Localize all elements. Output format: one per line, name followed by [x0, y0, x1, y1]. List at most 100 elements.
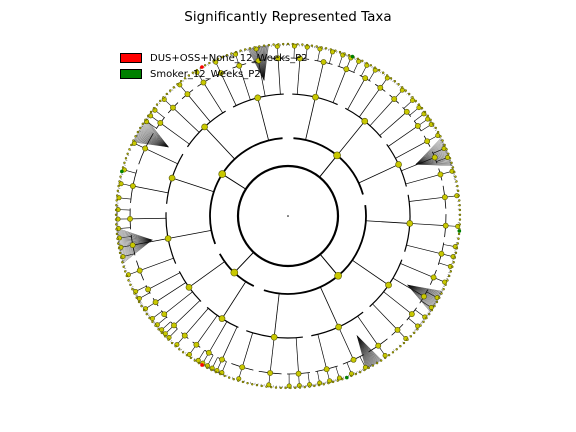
taxon-node — [148, 316, 151, 320]
taxon-node — [265, 385, 268, 388]
taxon-node — [334, 49, 337, 52]
taxon-node — [419, 324, 422, 327]
leaf-branch — [121, 239, 153, 258]
taxon-node — [116, 189, 120, 193]
taxon-node — [433, 304, 436, 308]
taxon-node — [447, 152, 450, 156]
taxon-node — [428, 312, 431, 316]
leaf-branch — [148, 315, 151, 318]
taxon-node — [116, 237, 119, 240]
taxon-node — [448, 157, 452, 160]
taxon-node — [239, 49, 242, 52]
leaf-branch — [116, 231, 153, 241]
taxon-node — [336, 375, 342, 381]
taxon-node — [160, 331, 163, 335]
leaf-branch — [227, 54, 230, 57]
leaf-branch — [415, 328, 417, 331]
taxon-node — [203, 64, 207, 67]
taxon-node — [455, 180, 458, 183]
leaf-branch — [140, 303, 143, 305]
taxon-node — [270, 333, 278, 341]
taxon-node — [279, 386, 282, 390]
taxon-node — [456, 184, 459, 188]
taxon-node — [317, 383, 321, 387]
taxon-node — [415, 323, 421, 329]
leaf-branch — [348, 374, 350, 377]
taxon-node — [267, 370, 274, 376]
taxon-node — [114, 208, 118, 212]
taxon-node — [129, 242, 136, 249]
leaf-branch — [415, 159, 451, 165]
taxon-node — [416, 105, 422, 111]
taxon-node — [154, 324, 157, 327]
leaf-branch — [345, 53, 347, 56]
taxon-node — [451, 166, 455, 169]
taxon-node — [395, 348, 398, 351]
taxon-node — [171, 322, 177, 329]
leaf-branch — [207, 63, 209, 66]
clade-branch — [147, 272, 181, 290]
clade-branch — [383, 291, 413, 315]
taxon-node — [201, 123, 208, 131]
taxon-node — [221, 55, 224, 59]
taxon-node — [115, 232, 119, 236]
taxon-node — [270, 385, 273, 389]
taxon-node — [373, 66, 377, 69]
clade-branch — [358, 87, 381, 118]
leaf-branch — [122, 239, 153, 264]
clade-branch — [315, 61, 324, 98]
taxon-node — [431, 154, 438, 161]
taxon-node — [126, 152, 129, 156]
taxon-node — [404, 89, 407, 92]
clade-branch — [409, 223, 446, 226]
taxon-node — [167, 338, 170, 341]
taxon-node — [375, 342, 382, 349]
clade-branch — [400, 263, 434, 278]
leaf-branch — [147, 314, 150, 317]
taxon-node — [124, 157, 128, 160]
taxon-node — [436, 130, 440, 134]
taxon-node — [425, 116, 431, 122]
taxon-node — [255, 57, 262, 64]
clade-branch — [160, 122, 190, 145]
taxon-node — [350, 356, 357, 363]
clade-branch — [332, 69, 347, 103]
taxon-node — [377, 68, 381, 72]
taxon-node — [281, 42, 285, 46]
taxon-node — [456, 242, 459, 245]
clade-arc — [263, 205, 367, 295]
leaf-branch — [355, 58, 357, 61]
taxon-node — [174, 345, 177, 348]
taxon-node — [400, 86, 404, 89]
clade-branch — [372, 303, 398, 331]
leaf-branch — [138, 130, 169, 148]
taxon-node — [434, 126, 437, 130]
taxon-node — [187, 74, 191, 77]
leaf-branch — [383, 73, 386, 76]
taxon-node — [429, 118, 432, 122]
taxon-node — [219, 372, 222, 376]
taxon-node — [416, 328, 419, 331]
taxon-node — [152, 299, 159, 306]
taxon-node — [208, 61, 211, 65]
taxon-node — [371, 364, 375, 367]
clade-branch — [296, 58, 301, 95]
taxon-node — [428, 304, 434, 310]
taxon-node — [225, 54, 229, 57]
taxon-node — [178, 348, 181, 351]
leaf-branch — [415, 162, 452, 165]
taxon-node — [200, 79, 207, 86]
leaf-branch — [343, 376, 345, 379]
taxon-node — [286, 42, 290, 46]
clade-branch — [132, 238, 169, 246]
clade-branch — [336, 120, 366, 156]
leaf-branch — [393, 349, 395, 352]
taxon-node — [123, 161, 126, 165]
taxon-node — [320, 46, 323, 49]
leaf-branch — [356, 371, 358, 374]
taxon-node — [413, 331, 416, 335]
taxon-node — [119, 175, 122, 178]
leaf-branch — [180, 348, 183, 351]
taxon-node — [118, 181, 124, 187]
taxon-node — [137, 300, 141, 304]
